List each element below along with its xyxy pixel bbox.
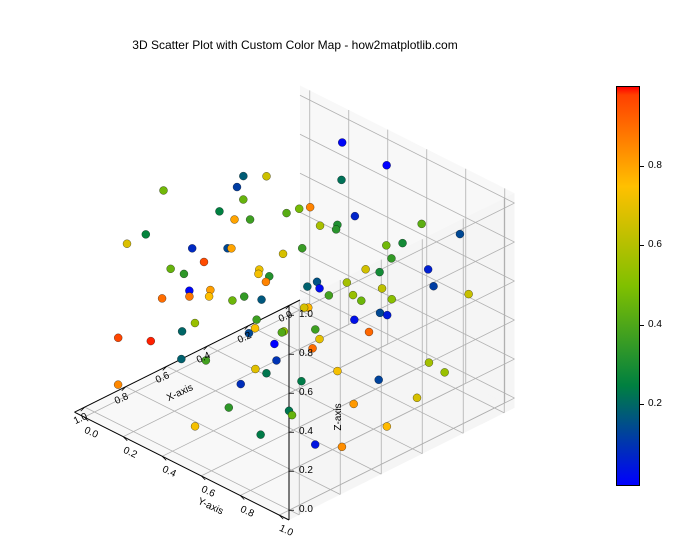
plot-svg bbox=[0, 0, 700, 560]
colorbar-gradient bbox=[616, 86, 640, 486]
colorbar-tick: 0.6 bbox=[648, 239, 662, 250]
chart-canvas: 3D Scatter Plot with Custom Color Map - … bbox=[0, 0, 700, 560]
colorbar-tick: 0.8 bbox=[648, 160, 662, 171]
colorbar-tick: 0.2 bbox=[648, 398, 662, 409]
colorbar-tick: 0.4 bbox=[648, 319, 662, 330]
